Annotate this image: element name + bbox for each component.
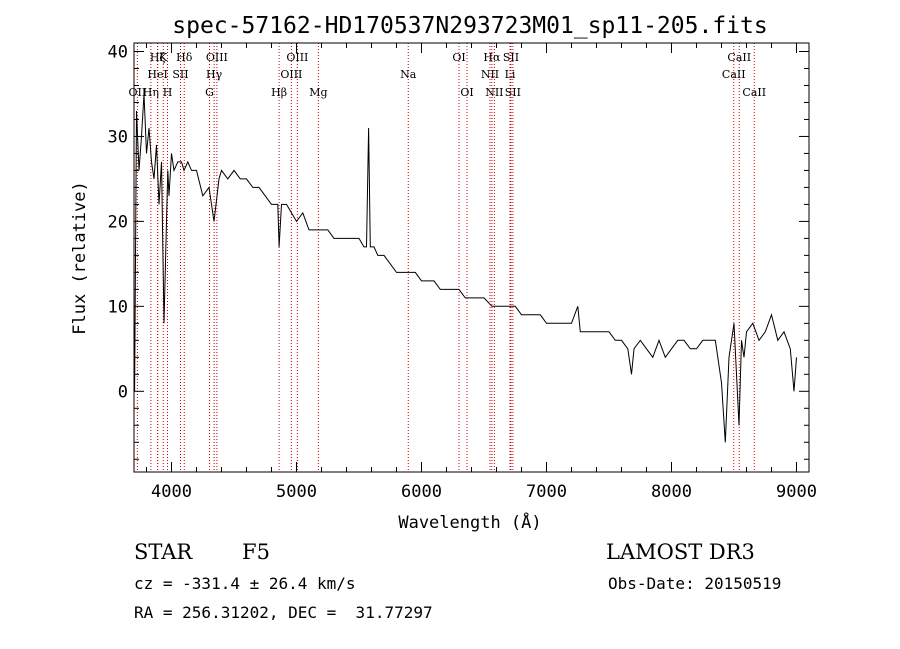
line-label-11: OIII (286, 51, 308, 64)
x-tick-label-4: 8000 (651, 482, 692, 502)
redshift-velocity: cz = -331.4 ± 26.4 km/s (134, 574, 356, 593)
y-tick-label-2: 20 (108, 212, 128, 232)
line-label-25: CaII (722, 68, 746, 81)
x-axis-label: Wavelength (Å) (398, 511, 541, 533)
line-label-26: CaII (742, 86, 766, 99)
x-tick-label-1: 5000 (276, 482, 317, 502)
line-label-10: G (205, 86, 214, 99)
coordinates: RA = 256.31202, DEC = 31.77297 (134, 603, 433, 622)
observation-date: Obs-Date: 20150519 (608, 574, 782, 593)
line-label-0: OII (129, 86, 147, 99)
line-label-22: NII (485, 86, 503, 99)
line-label-8: OIII (206, 51, 228, 64)
line-label-5: SII (172, 68, 188, 81)
y-tick-label-0: 0 (118, 382, 128, 402)
line-label-4: K (159, 51, 168, 64)
line-label-21: Li (505, 68, 516, 81)
object-class: STAR (134, 540, 193, 564)
line-label-14: Mg (309, 86, 327, 99)
y-tick-label-4: 40 (108, 42, 128, 62)
line-label-19: SII (503, 51, 519, 64)
line-label-17: OI (460, 86, 473, 99)
x-tick-label-0: 4000 (151, 482, 192, 502)
line-label-1: Hη (143, 86, 159, 99)
y-tick-label-3: 30 (108, 127, 128, 147)
chart-title: spec-57162-HD170537N293723M01_sp11-205.f… (172, 13, 767, 39)
line-label-3: HeI (147, 68, 167, 81)
line-label-12: OIII (280, 68, 302, 81)
y-tick-label-1: 10 (108, 297, 128, 317)
x-tick-label-5: 9000 (776, 482, 817, 502)
line-label-20: NII (481, 68, 499, 81)
line-label-7: Hδ (176, 51, 193, 64)
spectral-line-markers (136, 43, 755, 472)
line-label-18: Hα (483, 51, 501, 64)
line-label-16: OI (452, 51, 465, 64)
line-label-2: Hζ (150, 51, 166, 64)
axis-ticks: 4000 5000 6000 7000 8000 9000 0 10 20 30 40 (108, 42, 817, 502)
y-axis-label: Flux (relative) (70, 181, 90, 335)
line-label-15: Na (400, 68, 417, 81)
line-label-24: CaII (727, 51, 751, 64)
object-subclass: F5 (242, 540, 270, 564)
x-tick-label-3: 7000 (526, 482, 567, 502)
line-label-9: Hγ (206, 68, 223, 81)
survey-name: LAMOST DR3 (606, 540, 755, 564)
line-label-6: H (163, 86, 173, 99)
plot-frame (133, 42, 810, 473)
line-label-13: Hβ (271, 86, 287, 99)
x-tick-label-2: 6000 (401, 482, 442, 502)
line-label-23: SII (505, 86, 521, 99)
spectrum-series-line (134, 93, 797, 443)
